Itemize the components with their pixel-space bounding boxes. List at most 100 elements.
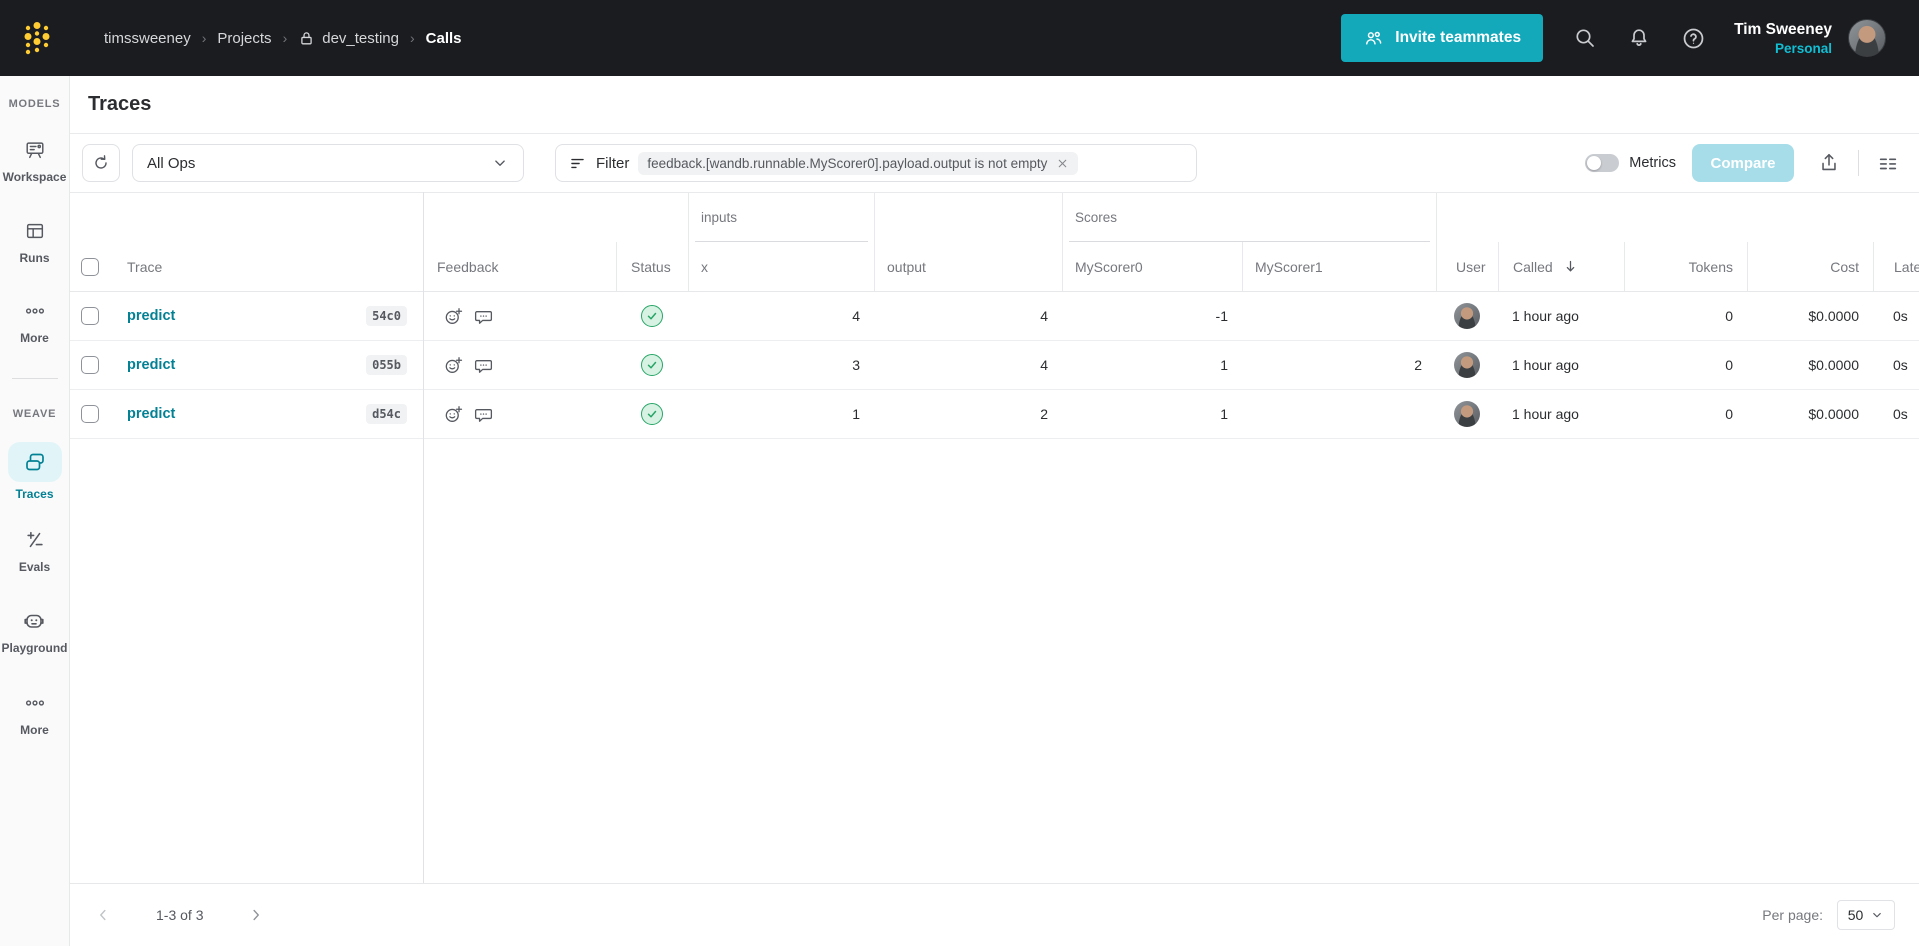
sidebar-item-label: Playground [1, 641, 68, 655]
breadcrumb-projects[interactable]: Projects [217, 29, 272, 47]
per-page-value: 50 [1847, 907, 1864, 923]
comment-icon[interactable] [473, 306, 494, 327]
help-icon[interactable] [1681, 26, 1706, 51]
column-header-myscorer1[interactable]: MyScorer1 [1242, 242, 1436, 291]
filter-chip-text: feedback.[wandb.runnable.MyScorer0].payl… [647, 155, 1048, 171]
notifications-bell-icon[interactable] [1627, 26, 1651, 50]
column-header-output[interactable]: output [874, 242, 1062, 291]
sidebar-item-runs[interactable]: Runs [15, 216, 55, 265]
cell-input-x: 1 [852, 406, 860, 422]
breadcrumb-project[interactable]: dev_testing [298, 30, 399, 47]
cell-myscorer1 [1242, 390, 1436, 438]
chevron-right-icon [253, 909, 260, 921]
column-header-feedback[interactable]: Feedback [437, 258, 499, 275]
ellipsis-icon [15, 688, 55, 718]
add-reaction-icon[interactable] [443, 306, 464, 327]
refresh-button[interactable] [82, 144, 120, 182]
avatar[interactable] [1848, 19, 1886, 57]
sidebar-item-evals[interactable]: Evals [15, 525, 55, 574]
column-header-trace[interactable]: Trace [127, 258, 163, 275]
row-checkbox[interactable] [81, 356, 99, 374]
close-icon[interactable] [1056, 157, 1069, 170]
table-header-row: Trace Feedback Status x output MyScorer0… [70, 242, 1919, 292]
call-id-badge[interactable]: 055b [366, 355, 407, 375]
table-row[interactable]: predict d54c [70, 390, 1919, 439]
column-header-cost[interactable]: Cost [1747, 242, 1873, 291]
invite-teammates-button[interactable]: Invite teammates [1341, 14, 1544, 62]
cell-latency: 0s [1893, 357, 1908, 373]
compare-button[interactable]: Compare [1692, 144, 1794, 182]
breadcrumb: timssweeney › Projects › dev_testing › C… [104, 30, 462, 47]
status-success-icon [641, 305, 663, 327]
select-all-checkbox[interactable] [81, 257, 99, 276]
column-header-status[interactable]: Status [616, 242, 688, 291]
column-header-latency[interactable]: Latency [1873, 242, 1919, 291]
previous-page-button[interactable] [88, 900, 118, 930]
comment-icon[interactable] [473, 404, 494, 425]
call-id-badge[interactable]: d54c [366, 404, 407, 424]
sidebar-item-label: Runs [19, 251, 50, 265]
breadcrumb-entity[interactable]: timssweeney [104, 29, 191, 47]
avatar[interactable] [1454, 303, 1480, 329]
column-header-myscorer0[interactable]: MyScorer0 [1062, 242, 1242, 291]
sidebar-item-label: More [20, 331, 49, 345]
cell-output: 4 [1040, 357, 1048, 373]
filter-bar[interactable]: Filter feedback.[wandb.runnable.MyScorer… [555, 144, 1197, 182]
column-header-user[interactable]: User [1436, 242, 1498, 291]
page-title: Traces [88, 93, 152, 115]
call-id-badge[interactable]: 54c0 [366, 306, 407, 326]
column-settings-icon[interactable] [1877, 152, 1899, 174]
column-header-x[interactable]: x [688, 242, 874, 291]
op-filter-select[interactable]: All Ops [132, 144, 524, 182]
next-page-button[interactable] [241, 900, 271, 930]
status-success-icon [641, 354, 663, 376]
account-type-label: Personal [1774, 40, 1832, 56]
cell-output: 2 [1040, 406, 1048, 422]
cell-output: 4 [1040, 308, 1048, 324]
sidebar-item-playground[interactable]: Playground [1, 606, 68, 655]
search-icon[interactable] [1573, 26, 1597, 50]
trace-op-link[interactable]: predict [127, 357, 176, 373]
table-row[interactable]: predict 54c0 [70, 292, 1919, 341]
comment-icon[interactable] [473, 355, 494, 376]
sidebar-item-workspace[interactable]: Workspace [3, 135, 66, 184]
metrics-toggle[interactable] [1585, 154, 1620, 172]
group-spacer [1436, 193, 1919, 242]
export-icon[interactable] [1818, 152, 1840, 174]
cell-cost: $0.0000 [1808, 357, 1859, 373]
top-navbar: timssweeney › Projects › dev_testing › C… [0, 0, 1919, 76]
add-reaction-icon[interactable] [443, 355, 464, 376]
cell-myscorer1: 2 [1414, 357, 1422, 373]
cell-cost: $0.0000 [1808, 406, 1859, 422]
add-reaction-icon[interactable] [443, 404, 464, 425]
table-row[interactable]: predict 055b [70, 341, 1919, 390]
group-label-inputs: inputs [701, 210, 738, 225]
cell-tokens: 0 [1725, 308, 1733, 324]
sidebar-item-models-more[interactable]: More [15, 296, 55, 345]
sort-descending-icon [1566, 260, 1575, 272]
row-checkbox[interactable] [81, 307, 99, 325]
navbar-actions: Invite teammates Tim Sweeney Personal [1341, 14, 1886, 62]
column-group-output [874, 193, 1062, 242]
chevron-down-icon [495, 160, 505, 166]
avatar[interactable] [1454, 401, 1480, 427]
trace-op-link[interactable]: predict [127, 406, 176, 422]
cell-called: 1 hour ago [1512, 357, 1579, 373]
main-content: Traces All Ops Filter feedback.[wandb.ru… [70, 76, 1919, 946]
trace-op-link[interactable]: predict [127, 308, 176, 324]
avatar[interactable] [1454, 352, 1480, 378]
sidebar-item-traces[interactable]: Traces [7, 442, 62, 501]
cell-tokens: 0 [1725, 357, 1733, 373]
column-header-called[interactable]: Called [1498, 242, 1624, 291]
user-menu[interactable]: Tim Sweeney Personal [1734, 21, 1832, 56]
cell-myscorer0: 1 [1220, 357, 1228, 373]
per-page-select[interactable]: 50 [1837, 900, 1895, 930]
sidebar-item-weave-more[interactable]: More [15, 688, 55, 737]
wandb-logo[interactable] [22, 20, 52, 56]
row-checkbox[interactable] [81, 405, 99, 423]
column-group-inputs: inputs [688, 193, 874, 242]
column-header-tokens[interactable]: Tokens [1624, 242, 1747, 291]
sidebar-item-label: Evals [18, 560, 51, 574]
filter-chip[interactable]: feedback.[wandb.runnable.MyScorer0].payl… [638, 151, 1079, 175]
status-success-icon [641, 403, 663, 425]
